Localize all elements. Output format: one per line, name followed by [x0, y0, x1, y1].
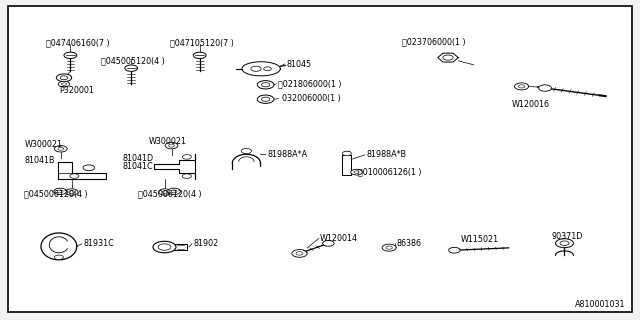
- Text: 81988A*B: 81988A*B: [366, 150, 406, 159]
- Text: 81045: 81045: [287, 60, 312, 68]
- Text: 90371D: 90371D: [552, 232, 583, 241]
- Circle shape: [560, 241, 569, 245]
- Circle shape: [65, 189, 78, 195]
- Circle shape: [182, 174, 191, 178]
- Circle shape: [342, 151, 351, 156]
- Circle shape: [292, 250, 307, 257]
- Circle shape: [323, 240, 334, 246]
- Circle shape: [83, 165, 95, 171]
- Circle shape: [58, 147, 64, 150]
- Text: P320001: P320001: [59, 86, 93, 95]
- Text: 032006000(1 ): 032006000(1 ): [282, 94, 340, 103]
- Circle shape: [159, 189, 172, 195]
- Circle shape: [251, 66, 261, 71]
- Circle shape: [54, 255, 63, 260]
- Polygon shape: [342, 151, 351, 175]
- Circle shape: [61, 83, 67, 85]
- Text: Ⓜ023706000(1 ): Ⓜ023706000(1 ): [402, 38, 465, 47]
- Text: 81988A*A: 81988A*A: [268, 150, 308, 159]
- Polygon shape: [154, 154, 195, 179]
- Circle shape: [54, 188, 67, 195]
- Text: W120014: W120014: [320, 234, 358, 243]
- Text: W115021: W115021: [461, 235, 499, 244]
- Circle shape: [69, 190, 74, 193]
- Circle shape: [257, 95, 274, 103]
- Circle shape: [257, 81, 274, 89]
- Circle shape: [351, 169, 362, 175]
- Polygon shape: [58, 162, 106, 179]
- Circle shape: [54, 146, 67, 152]
- Circle shape: [261, 83, 270, 87]
- Polygon shape: [438, 53, 458, 62]
- Text: Ⓢ047406160(7 ): Ⓢ047406160(7 ): [46, 39, 109, 48]
- Text: 81041D: 81041D: [123, 154, 154, 163]
- Circle shape: [165, 142, 178, 149]
- Circle shape: [58, 81, 70, 87]
- Text: Ⓜ021806000(1 ): Ⓜ021806000(1 ): [278, 79, 342, 88]
- Circle shape: [443, 55, 453, 60]
- Text: 86386: 86386: [397, 239, 422, 248]
- Circle shape: [58, 190, 63, 193]
- Text: W300021: W300021: [24, 140, 62, 149]
- Circle shape: [182, 155, 191, 159]
- Circle shape: [56, 74, 72, 82]
- Circle shape: [556, 239, 573, 248]
- Text: W300021: W300021: [148, 137, 186, 146]
- Circle shape: [296, 252, 303, 255]
- Polygon shape: [171, 244, 187, 250]
- Circle shape: [158, 244, 171, 250]
- Circle shape: [354, 171, 359, 173]
- Circle shape: [163, 190, 168, 193]
- Polygon shape: [41, 233, 77, 260]
- Circle shape: [60, 76, 68, 80]
- Circle shape: [264, 67, 271, 71]
- Text: 81931C: 81931C: [83, 239, 114, 248]
- Circle shape: [64, 52, 77, 59]
- Text: 81041C: 81041C: [123, 162, 154, 171]
- Circle shape: [153, 241, 176, 253]
- Circle shape: [172, 190, 177, 193]
- Circle shape: [449, 247, 460, 253]
- Circle shape: [125, 65, 138, 71]
- Circle shape: [169, 144, 174, 147]
- Circle shape: [386, 246, 392, 249]
- Circle shape: [515, 83, 529, 90]
- Circle shape: [193, 52, 206, 59]
- FancyBboxPatch shape: [8, 6, 632, 312]
- Circle shape: [168, 188, 180, 195]
- Circle shape: [70, 174, 79, 178]
- Polygon shape: [242, 62, 280, 76]
- Text: A810001031: A810001031: [575, 300, 626, 309]
- Circle shape: [261, 97, 270, 101]
- Text: Ⓢ045006120(4 ): Ⓢ045006120(4 ): [24, 189, 88, 198]
- Text: 81041B: 81041B: [24, 156, 55, 164]
- Circle shape: [241, 148, 252, 154]
- Circle shape: [518, 85, 525, 88]
- Text: Ⓢ047105120(7 ): Ⓢ047105120(7 ): [170, 39, 234, 48]
- Text: 81902: 81902: [193, 239, 218, 248]
- Text: W120016: W120016: [512, 100, 550, 109]
- Text: ⒱010006126(1 ): ⒱010006126(1 ): [358, 167, 422, 176]
- Circle shape: [382, 244, 396, 251]
- Text: Ⓢ045005120(4 ): Ⓢ045005120(4 ): [101, 56, 165, 65]
- Circle shape: [539, 85, 552, 91]
- Text: Ⓢ045006120(4 ): Ⓢ045006120(4 ): [138, 189, 201, 198]
